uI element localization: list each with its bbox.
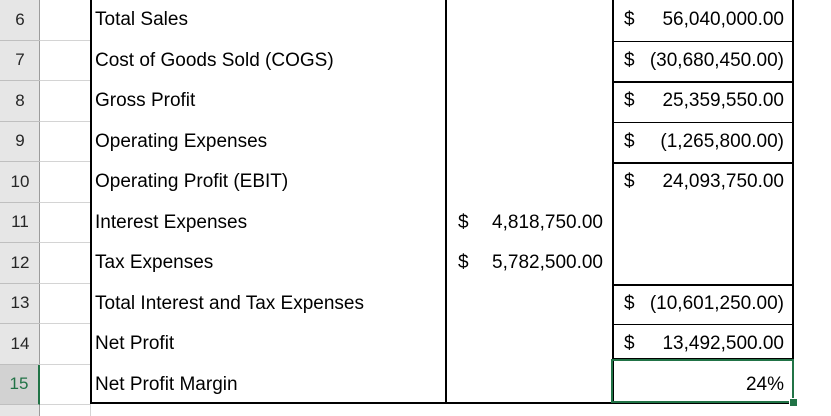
row-header-10[interactable]: 10 [0,162,40,203]
row-label-cell[interactable]: Net Profit [95,333,175,355]
cell-border [612,324,794,325]
row-label-cell[interactable]: Operating Expenses [95,130,268,152]
row-label-cell[interactable]: Tax Expenses [95,252,214,274]
table-border-right [792,0,794,404]
cell-border [612,162,794,164]
amount-value: (30,680,450.00) [649,49,784,71]
currency-symbol: $ [458,211,469,233]
currency-symbol: $ [624,90,635,112]
total-amount-cell[interactable]: $13,492,500.00 [624,324,784,365]
row-header-12[interactable]: 12 [0,243,40,284]
row-label-cell[interactable]: Gross Profit [95,90,196,112]
total-amount-cell[interactable]: $ (30,680,450.00) [624,41,784,82]
gridline [40,242,90,243]
row-header-8[interactable]: 8 [0,81,40,122]
gridline [40,161,90,162]
sub-amount-cell[interactable]: $4,818,750.00 [458,203,603,244]
row-header-14[interactable]: 14 [0,324,40,365]
total-amount-cell[interactable]: $56,040,000.00 [624,0,784,41]
amount-value: 24,093,750.00 [662,171,784,193]
amount-value: 5,782,500.00 [492,252,603,274]
row-header-11[interactable]: 11 [0,203,40,243]
gridline [40,323,90,324]
currency-symbol: $ [624,333,635,355]
cell-border [612,41,794,42]
table-border-col-b [445,0,447,404]
row-label-cell[interactable]: Total Interest and Tax Expenses [95,292,364,314]
row-header-13[interactable]: 13 [0,284,40,324]
gridline [40,282,90,284]
currency-symbol: $ [624,9,635,31]
cell-border [612,284,794,286]
currency-symbol: $ [624,292,635,314]
total-amount-cell[interactable]: $ (1,265,800.00) [624,122,784,163]
table-border-bottom [90,402,794,404]
active-cell-selection[interactable] [611,359,794,403]
gridline [40,80,90,81]
currency-symbol: $ [624,49,635,71]
cell-border [612,81,794,83]
cell-border [612,122,794,123]
gridline [40,363,90,365]
amount-value: 56,040,000.00 [662,9,784,31]
fill-handle[interactable] [789,398,798,407]
table-border-left [90,0,92,404]
amount-value: (10,601,250.00) [649,292,784,314]
row-label-cell[interactable]: Net Profit Margin [95,373,238,395]
row-header-7[interactable]: 7 [0,41,40,81]
row-header-strip: 6 7 8 9 10 11 12 13 14 15 [0,0,40,416]
cell-border [612,358,794,359]
sub-amount-cell[interactable]: $5,782,500.00 [458,243,603,284]
amount-value: 4,818,750.00 [492,211,603,233]
row-header-15[interactable]: 15 [0,364,40,405]
row-label-cell[interactable]: Interest Expenses [95,211,248,233]
currency-symbol: $ [624,171,635,193]
gridline [40,39,90,41]
table-border-col-c [612,0,614,404]
row-header-9[interactable]: 9 [0,122,40,162]
row-label-cell[interactable]: Operating Profit (EBIT) [95,171,289,193]
gridline [40,120,90,122]
row-header-6[interactable]: 6 [0,0,40,41]
amount-value: 25,359,550.00 [662,90,784,112]
total-amount-cell[interactable]: $24,093,750.00 [624,162,784,203]
total-amount-cell[interactable]: $25,359,550.00 [624,81,784,122]
total-amount-cell[interactable]: 24% [624,365,784,406]
gridline [40,201,90,203]
amount-value: (1,265,800.00) [660,130,784,152]
gridline [40,404,90,405]
row-label-cell[interactable]: Cost of Goods Sold (COGS) [95,49,334,71]
row-label-cell[interactable]: Total Sales [95,9,188,31]
currency-symbol: $ [624,130,635,152]
amount-value: 24% [745,373,784,395]
amount-value: 13,492,500.00 [662,333,784,355]
total-amount-cell[interactable]: $ (10,601,250.00) [624,284,784,325]
currency-symbol: $ [458,252,469,274]
